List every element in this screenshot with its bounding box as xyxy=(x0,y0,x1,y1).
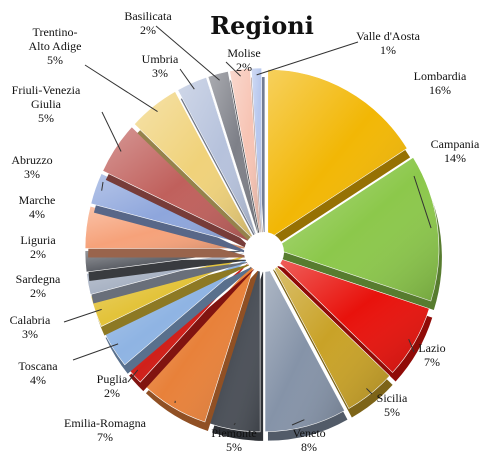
leader-sicilia xyxy=(366,388,373,395)
leader-veneto xyxy=(291,419,305,426)
label-marche: Marche 4% xyxy=(19,193,56,221)
slice-gloss-trentino-alto-adige xyxy=(134,91,255,241)
slice-trentino-alto-adige xyxy=(133,91,258,250)
slice-gloss-lazio xyxy=(272,256,430,373)
pie-center xyxy=(244,232,284,272)
slice-basilicata xyxy=(207,71,263,248)
slice-gloss-sicilia xyxy=(269,259,390,409)
slice-gloss-friuli-venezia-giulia xyxy=(102,126,253,244)
slice-gloss-valle-d-aosta xyxy=(251,68,262,239)
slice-sicilia xyxy=(269,259,393,418)
label-abruzzo: Abruzzo 3% xyxy=(11,153,52,181)
leader-puglia xyxy=(127,369,139,383)
label-emilia-romagna: Emilia-Romagna 7% xyxy=(64,416,147,444)
label-friuli-venezia-giulia: Friuli-Venezia Giulia 5% xyxy=(12,83,81,125)
label-toscana: Toscana 4% xyxy=(18,359,58,387)
slice-gloss-umbria xyxy=(177,77,258,239)
label-lazio: Lazio 7% xyxy=(418,341,445,369)
slice-molise xyxy=(229,68,264,248)
label-calabria: Calabria 3% xyxy=(10,313,51,341)
slice-lombardia xyxy=(267,69,411,249)
leader-molise xyxy=(225,61,241,77)
label-puglia: Puglia 2% xyxy=(97,372,128,400)
leader-basilicata xyxy=(155,25,220,81)
leader-umbria xyxy=(179,68,195,90)
pie-slices xyxy=(84,67,442,441)
slice-labels: Lombardia 16% Campania 14% Lazio 7% Sicilia 5% V… xyxy=(10,9,480,454)
slice-gloss-veneto xyxy=(264,261,345,432)
leader-lazio xyxy=(408,338,415,353)
slice-depth-puglia xyxy=(129,267,257,392)
slice-veneto xyxy=(264,261,348,441)
slice-gloss-molise xyxy=(229,68,261,239)
label-campania: Campania 14% xyxy=(431,137,480,165)
label-valle-d-aosta: Valle d'Aosta 1% xyxy=(356,29,420,57)
slice-gloss-toscana xyxy=(102,256,252,365)
label-sardegna: Sardegna 2% xyxy=(16,272,61,300)
slice-campania xyxy=(273,156,442,311)
slice-gloss-basilicata xyxy=(208,71,260,239)
slice-emilia-romagna xyxy=(142,260,259,432)
slice-umbria xyxy=(177,76,261,248)
label-lombardia: Lombardia 16% xyxy=(414,69,467,97)
slice-depth-sardegna xyxy=(89,261,254,304)
leader-abruzzo xyxy=(101,181,104,191)
label-veneto: Veneto 8% xyxy=(292,426,325,454)
leader-valle-d-aosta xyxy=(256,41,359,76)
slice-gloss-emilia-romagna xyxy=(142,260,256,423)
leader-piemonte xyxy=(233,422,236,426)
label-liguria: Liguria 2% xyxy=(20,233,56,261)
chart-title: Regioni xyxy=(210,11,314,40)
label-trentino-alto-adige: Trentino-Alto Adige 5% xyxy=(29,25,82,67)
slice-gloss-lombardia xyxy=(267,69,408,240)
slice-valle-d-aosta xyxy=(250,67,265,248)
slice-depth-calabria xyxy=(93,263,254,336)
label-sicilia: Sicilia 5% xyxy=(377,391,408,419)
label-umbria: Umbria 3% xyxy=(142,52,179,80)
label-leaders xyxy=(63,25,432,426)
leader-campania xyxy=(413,175,432,229)
leader-trentino-alto-adige xyxy=(84,64,158,112)
label-basilicata: Basilicata 2% xyxy=(124,9,172,37)
leader-toscana xyxy=(72,343,119,361)
slice-gloss-campania xyxy=(273,157,439,302)
leader-calabria xyxy=(63,308,102,323)
label-piemonte: Piemonte 5% xyxy=(211,426,256,454)
slice-lazio xyxy=(272,255,433,382)
label-molise: Molise 2% xyxy=(227,46,260,74)
slice-friuli-venezia-giulia xyxy=(102,126,256,253)
leader-friuli-venezia-giulia xyxy=(101,111,122,152)
